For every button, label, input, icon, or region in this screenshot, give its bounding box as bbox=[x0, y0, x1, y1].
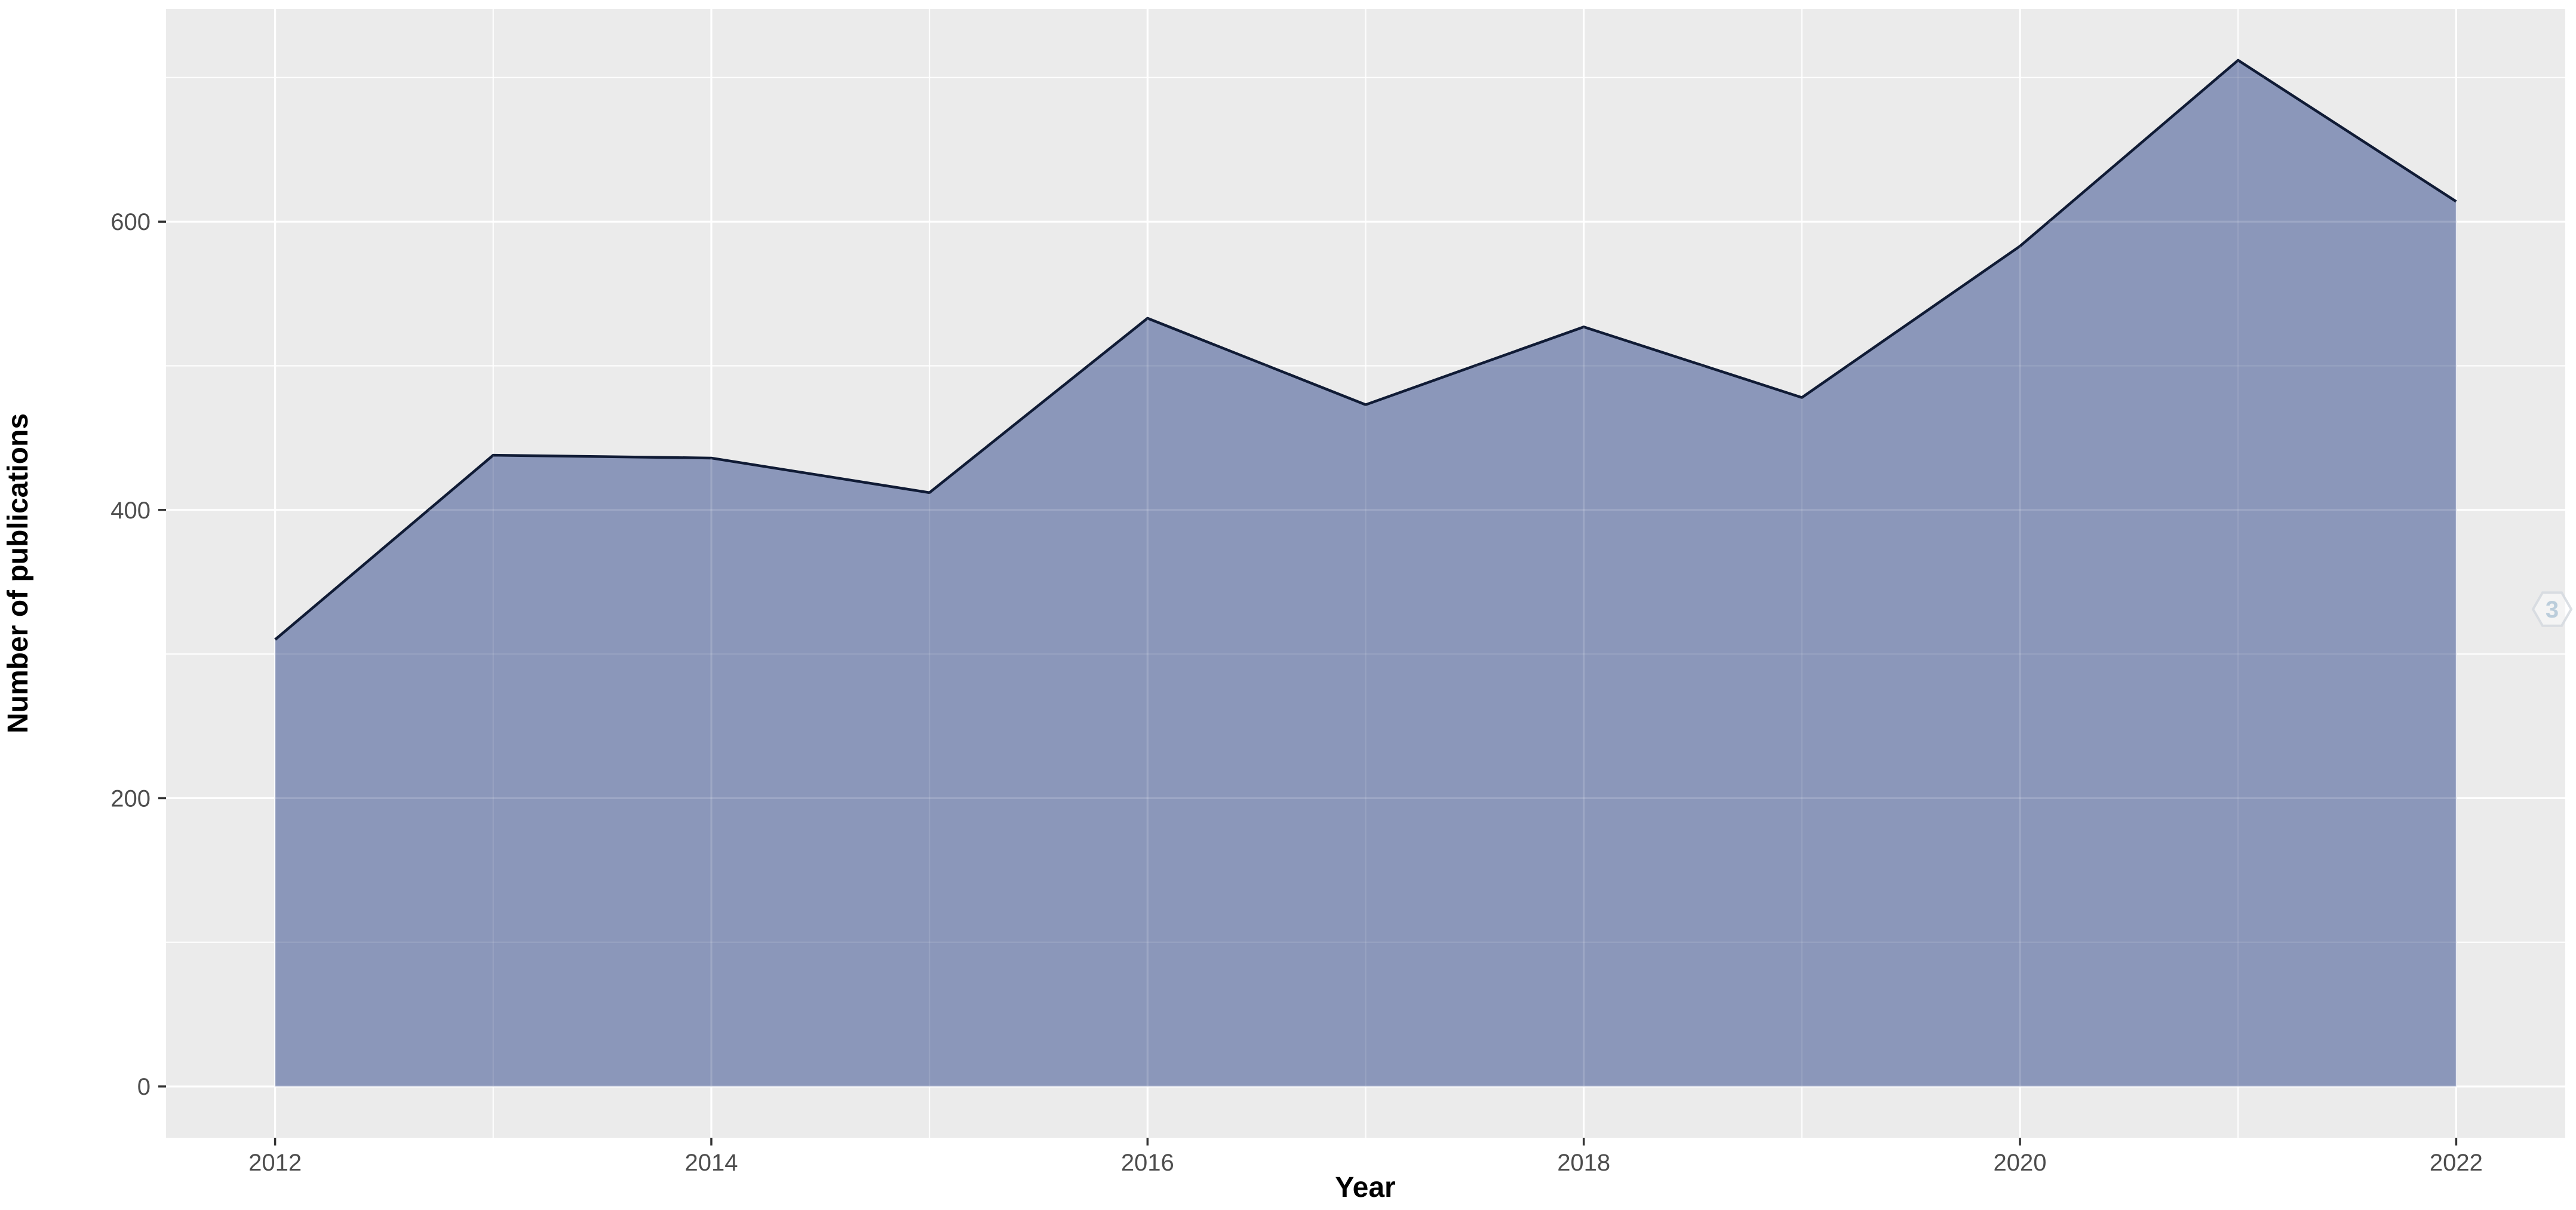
x-tick-label: 2020 bbox=[1994, 1150, 2047, 1176]
y-axis-title: Number of publications bbox=[2, 413, 34, 733]
x-tick-label: 2016 bbox=[1121, 1150, 1174, 1176]
axis-ticks bbox=[158, 220, 2458, 1145]
x-tick-label: 2022 bbox=[2430, 1150, 2483, 1176]
y-tick-label: 400 bbox=[110, 497, 151, 524]
area-series bbox=[274, 59, 2457, 1087]
y-tick-label: 600 bbox=[110, 209, 151, 235]
axis-tick-labels: 2012 2014 2016 2018 2020 2022 0 200 400 600 bbox=[110, 209, 2483, 1176]
watermark-number: 3 bbox=[2546, 597, 2559, 623]
x-tick-label: 2012 bbox=[248, 1150, 302, 1176]
x-axis-title: Year bbox=[1335, 1172, 1395, 1203]
publications-line bbox=[274, 59, 2457, 641]
hexagon-icon bbox=[2531, 591, 2573, 627]
watermark-badge: 3 bbox=[2531, 591, 2573, 627]
x-tick-label: 2014 bbox=[684, 1150, 738, 1176]
y-tick-label: 200 bbox=[110, 785, 151, 812]
y-tick-label: 0 bbox=[137, 1074, 151, 1100]
x-tick-label: 2018 bbox=[1557, 1150, 1610, 1176]
publications-area bbox=[275, 60, 2457, 1087]
